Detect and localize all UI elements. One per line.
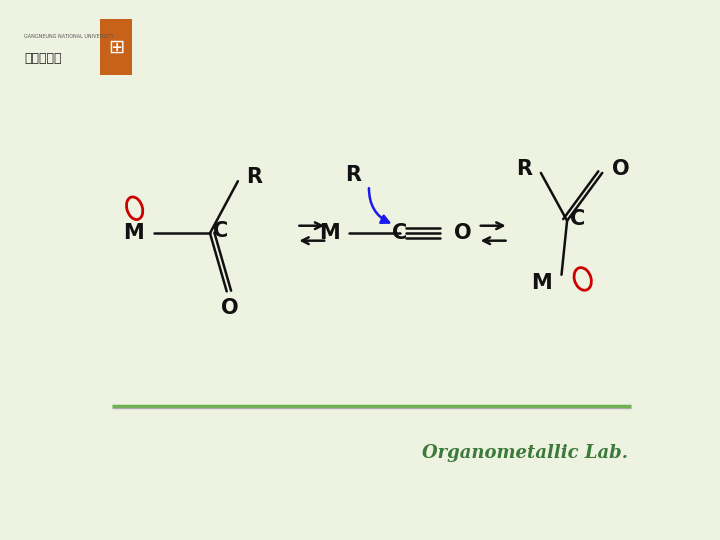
Text: ⊞: ⊞ <box>108 38 125 57</box>
Text: O: O <box>221 298 238 318</box>
Text: Organometallic Lab.: Organometallic Lab. <box>423 444 629 462</box>
Text: O: O <box>612 159 630 179</box>
FancyArrowPatch shape <box>369 188 389 223</box>
Text: GANGNEUNG NATIONAL UNIVERSITY: GANGNEUNG NATIONAL UNIVERSITY <box>24 35 114 39</box>
Text: C: C <box>392 223 408 243</box>
Text: C: C <box>213 221 228 241</box>
Text: 강릉대학교: 강릉대학교 <box>24 52 61 65</box>
Text: R: R <box>345 165 361 185</box>
Text: R: R <box>246 167 262 187</box>
FancyBboxPatch shape <box>100 19 132 75</box>
Text: M: M <box>319 223 339 243</box>
Text: C: C <box>570 208 585 228</box>
Text: M: M <box>123 223 144 243</box>
Text: R: R <box>516 159 533 179</box>
Text: O: O <box>454 223 472 243</box>
Text: M: M <box>531 273 552 293</box>
